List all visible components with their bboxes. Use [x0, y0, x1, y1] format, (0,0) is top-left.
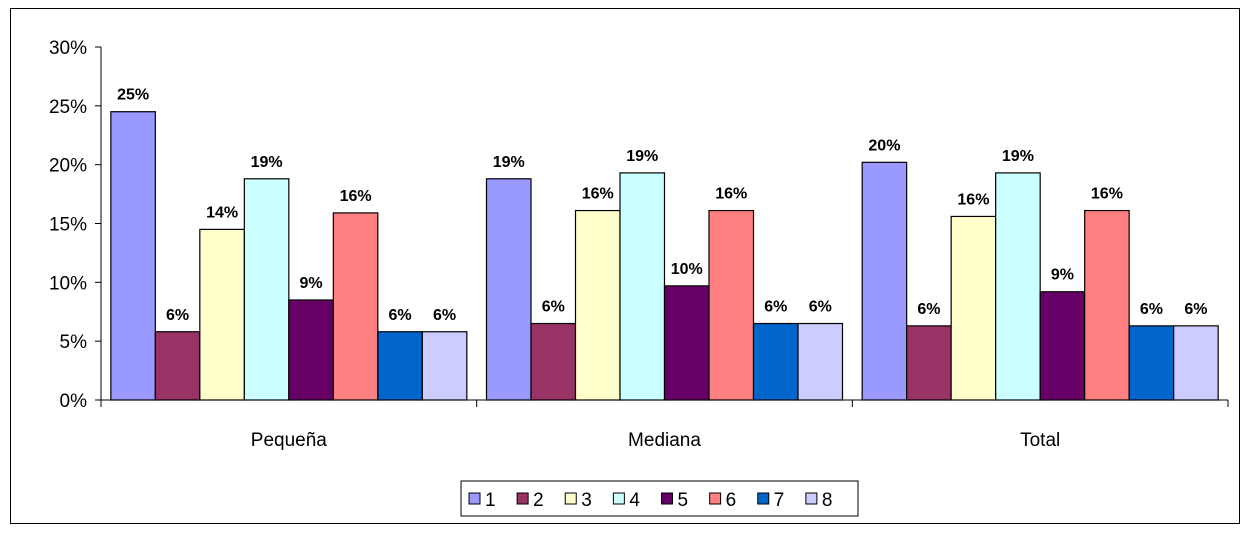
bar-series-3	[199, 228, 245, 401]
bar-series-5	[288, 299, 334, 401]
data-label: 19%	[251, 154, 283, 171]
data-label: 6%	[389, 307, 412, 324]
x-category-label: Pequeña	[251, 430, 328, 451]
data-label: 25%	[117, 87, 149, 104]
bar-series-4	[995, 172, 1041, 401]
y-tick-label: 30%	[49, 38, 87, 59]
legend-swatch-4	[612, 492, 625, 505]
y-tick-label: 10%	[49, 273, 87, 294]
data-label: 16%	[715, 186, 747, 203]
data-label: 14%	[206, 204, 238, 221]
data-label: 19%	[1002, 148, 1034, 165]
bar-series-6	[332, 212, 379, 401]
bar-series-7	[377, 331, 423, 401]
bar-series-5	[1039, 291, 1086, 401]
legend-swatch-7	[757, 492, 770, 505]
data-label: 6%	[166, 307, 189, 324]
legend-swatch-3	[564, 492, 577, 505]
y-tick-label: 5%	[60, 332, 88, 353]
data-label: 6%	[1184, 301, 1207, 318]
legend-label-5: 5	[678, 490, 689, 511]
bar-series-3	[950, 215, 997, 401]
legend-label-3: 3	[581, 490, 592, 511]
bar-series-4	[619, 172, 666, 401]
data-label: 6%	[809, 299, 832, 316]
bar-series-3	[574, 209, 621, 401]
legend-label-1: 1	[485, 490, 496, 511]
data-label: 16%	[957, 191, 989, 208]
data-label: 16%	[1091, 186, 1123, 203]
legend-label-7: 7	[774, 490, 785, 511]
data-label: 19%	[626, 148, 658, 165]
legend-label-6: 6	[726, 490, 737, 511]
data-label: 20%	[868, 137, 900, 154]
bar-series-2	[530, 322, 577, 401]
y-tick-label: 15%	[49, 215, 87, 236]
data-label: 19%	[493, 154, 525, 171]
legend-swatch-8	[805, 492, 818, 505]
data-label: 10%	[671, 261, 703, 278]
bar-series-1	[110, 111, 156, 401]
x-category-label: Total	[1020, 430, 1060, 451]
data-label: 6%	[433, 307, 456, 324]
bar-series-2	[906, 325, 952, 401]
legend-swatch-5	[661, 492, 673, 505]
bar-series-1	[861, 161, 908, 401]
bar-series-8	[421, 331, 468, 401]
y-tick-label: 20%	[49, 156, 87, 177]
legend-label-8: 8	[822, 490, 833, 511]
y-tick-label: 25%	[49, 97, 87, 118]
legend-label-2: 2	[533, 490, 544, 511]
bar-series-2	[154, 331, 201, 401]
data-label: 6%	[764, 299, 787, 316]
data-label: 16%	[340, 188, 372, 205]
legend-swatch-1	[468, 492, 481, 505]
bar-series-7	[752, 322, 799, 401]
x-category-label: Mediana	[628, 430, 701, 451]
bar-series-8	[1173, 325, 1219, 401]
bar-series-6	[708, 209, 755, 401]
legend-label-4: 4	[629, 490, 640, 511]
bar-series-8	[797, 322, 844, 401]
legend-box	[460, 480, 859, 517]
legend-swatch-2	[516, 492, 529, 505]
data-label: 6%	[1140, 301, 1163, 318]
bar-series-5	[663, 285, 710, 401]
bar-series-1	[485, 178, 532, 401]
y-tick-label: 0%	[60, 391, 88, 412]
bars	[110, 111, 1219, 401]
legend: 1 2 3 4 5 6 7 8	[460, 480, 859, 517]
bar-series-6	[1084, 209, 1130, 401]
bar-series-7	[1128, 325, 1175, 401]
legend-swatch-6	[709, 492, 722, 505]
data-label: 16%	[582, 186, 614, 203]
data-label: 6%	[542, 299, 565, 316]
data-label: 6%	[917, 301, 940, 318]
bar-series-4	[243, 178, 290, 401]
data-label: 9%	[300, 275, 323, 292]
data-labels: 25% 6% 14% 19% 9% 16% 6% 6% 19% 6% 16% 19% 10% 16% 6% 6…	[117, 87, 1207, 324]
data-label: 9%	[1051, 267, 1074, 284]
